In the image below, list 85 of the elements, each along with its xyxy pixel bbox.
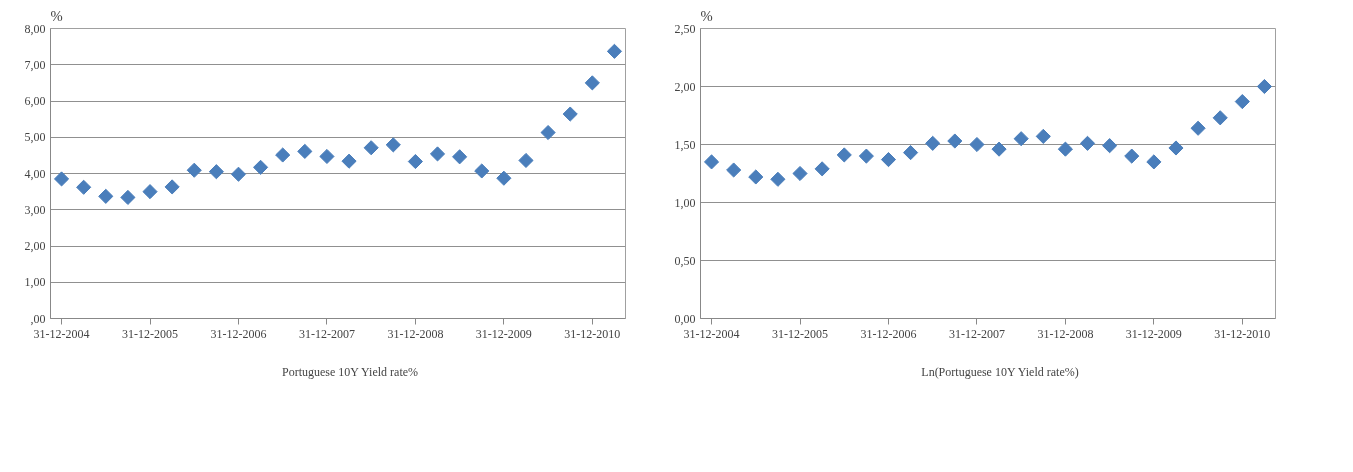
point — [562, 106, 578, 122]
x-tick-label: 31-12-2009 — [475, 326, 532, 341]
x-tick-label: 31-12-2010 — [564, 326, 621, 341]
text: Ln(Portuguese 10Y Yield rate%) — [921, 364, 1079, 380]
point — [53, 171, 70, 187]
point — [164, 179, 180, 195]
y-axis-title: % — [50, 7, 63, 24]
point — [518, 152, 534, 169]
y-tick-label: 1,50 — [674, 137, 696, 152]
y-tick-label: 0,50 — [674, 253, 696, 268]
point — [1124, 148, 1140, 164]
point — [703, 154, 720, 170]
y-tick-label: 4,00 — [24, 166, 46, 181]
point — [770, 171, 786, 187]
x-tick-label: 31-12-2008 — [387, 326, 444, 341]
y-axis-title: % — [700, 7, 713, 24]
point — [452, 149, 468, 165]
x-tick-label: 31-12-2004 — [33, 326, 90, 341]
text: Portuguese 10Y Yield rate% — [281, 364, 419, 380]
x-tick-label: 31-12-2007 — [298, 326, 355, 341]
point — [1035, 128, 1051, 144]
point — [142, 184, 158, 200]
point — [1190, 120, 1206, 136]
point — [540, 124, 556, 141]
point — [230, 166, 247, 182]
point — [474, 163, 490, 179]
point — [925, 135, 941, 151]
x-tick-label: 31-12-2006 — [860, 326, 917, 341]
point — [186, 162, 202, 178]
y-tick-label: 1,00 — [674, 195, 696, 210]
x-tick-label: 31-12-2004 — [683, 326, 740, 341]
point — [253, 159, 269, 175]
point — [341, 153, 357, 169]
x-tick-label: 31-12-2009 — [1125, 326, 1182, 341]
x-tick-label: 31-12-2007 — [948, 326, 1005, 341]
point — [606, 43, 623, 59]
y-tick-label: 1,00 — [24, 275, 46, 290]
y-tick-label: 3,00 — [24, 202, 46, 217]
y-tick-label: 2,00 — [674, 79, 696, 94]
point — [991, 141, 1007, 157]
point — [858, 148, 874, 164]
point — [1256, 78, 1273, 95]
x-tick-label: 31-12-2005 — [122, 326, 179, 341]
point — [880, 152, 897, 168]
point — [76, 179, 92, 195]
point — [1234, 94, 1250, 110]
point — [1168, 140, 1184, 156]
point — [969, 136, 985, 153]
point — [1079, 135, 1096, 151]
point — [407, 153, 423, 170]
y-tick-label: 6,00 — [24, 94, 46, 108]
y-tick-label: 2,00 — [24, 239, 46, 253]
x-tick-label: 31-12-2006 — [210, 326, 267, 341]
y-tick-label: 0,00 — [674, 311, 696, 326]
x-tick-label: 31-12-2010 — [1214, 326, 1271, 341]
y-tick-label: 8,00 — [24, 21, 46, 36]
point — [748, 169, 764, 185]
point — [1212, 110, 1228, 126]
point — [275, 147, 291, 163]
point — [947, 133, 963, 149]
point — [726, 162, 742, 178]
point — [208, 164, 224, 180]
y-tick-label: 2,50 — [674, 21, 696, 36]
point — [319, 148, 335, 165]
point — [903, 145, 919, 161]
y-tick-label: 7,00 — [24, 57, 46, 72]
point — [792, 165, 808, 182]
point — [297, 143, 313, 159]
point — [120, 189, 136, 205]
point — [98, 188, 114, 204]
point — [496, 170, 512, 186]
y-tick-label: ,00 — [30, 311, 46, 326]
point — [1146, 154, 1162, 170]
point — [429, 146, 446, 162]
x-tick-label: 31-12-2008 — [1037, 326, 1094, 341]
point — [363, 140, 379, 156]
point — [1057, 141, 1073, 157]
point — [385, 137, 401, 153]
point — [1013, 131, 1029, 147]
y-tick-label: 5,00 — [24, 130, 46, 145]
point — [836, 147, 852, 163]
point — [814, 161, 830, 177]
point — [584, 75, 600, 91]
point — [1102, 138, 1118, 154]
x-tick-label: 31-12-2005 — [772, 326, 829, 341]
